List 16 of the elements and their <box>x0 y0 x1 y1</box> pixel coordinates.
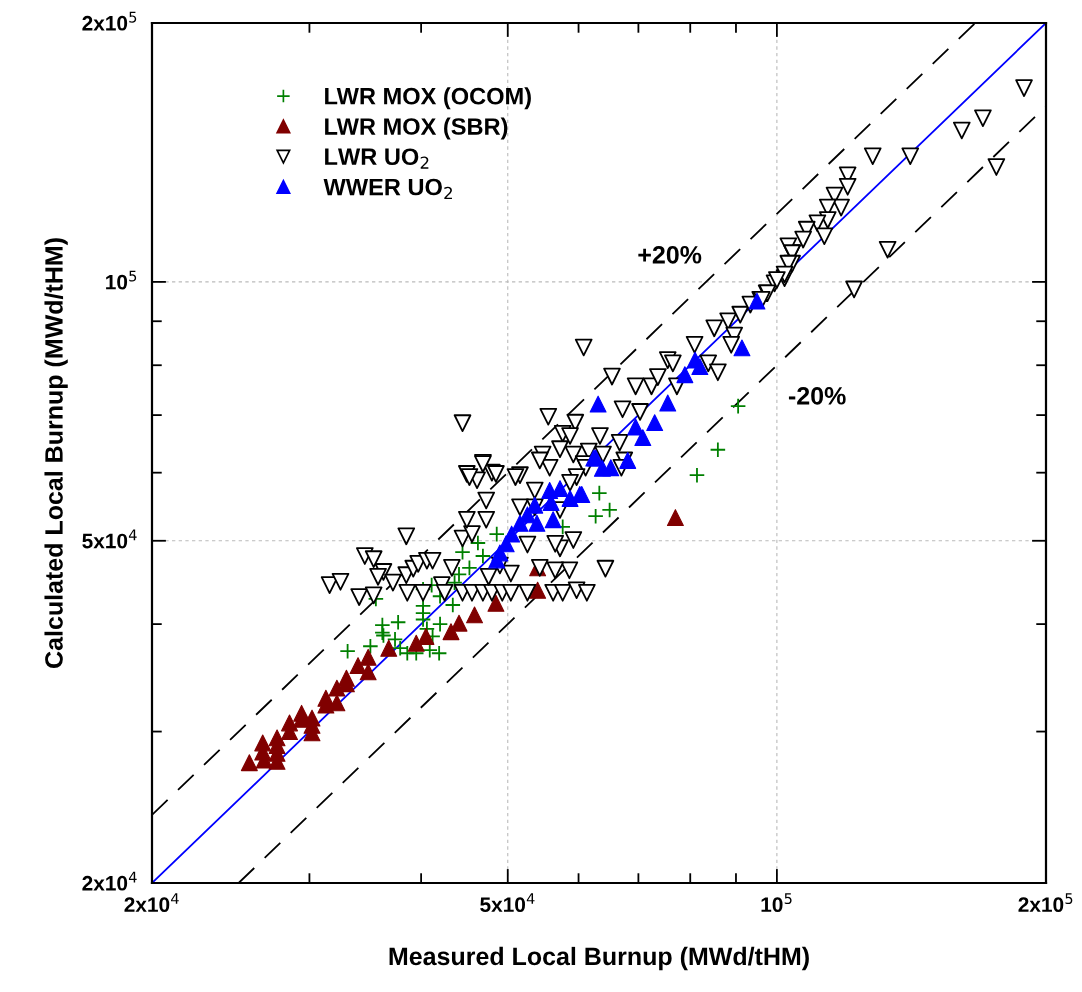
annotation: -20% <box>788 386 846 405</box>
y-tick-label: 2x10$^{4}$ <box>82 871 137 891</box>
legend-label: LWR MOX (SBR) <box>325 117 508 140</box>
y-tick-label: 2x10$^{5}$ <box>82 11 137 31</box>
y-axis-title: Calculated Local Burnup (MWd/tHM) <box>44 238 68 668</box>
legend-label: LWR MOX (OCOM) <box>325 87 531 110</box>
x-tick-label: 2x10$^{4}$ <box>124 893 179 913</box>
y-tick-label: 5x10$^{4}$ <box>82 529 137 549</box>
x-tick-label: 10$^{5}$ <box>761 893 792 913</box>
annotation: +20% <box>638 245 702 264</box>
x-axis-title: Measured Local Burnup (MWd/tHM) <box>389 946 809 971</box>
y-tick-label: 10$^{5}$ <box>106 270 137 290</box>
legend-label: LWR UO$_{2}$ <box>325 148 429 169</box>
legend-label: WWER UO$_{2}$ <box>323 178 452 200</box>
x-tick-label: 2x10$^{5}$ <box>1018 893 1073 913</box>
x-tick-label: 5x10$^{4}$ <box>480 893 535 913</box>
